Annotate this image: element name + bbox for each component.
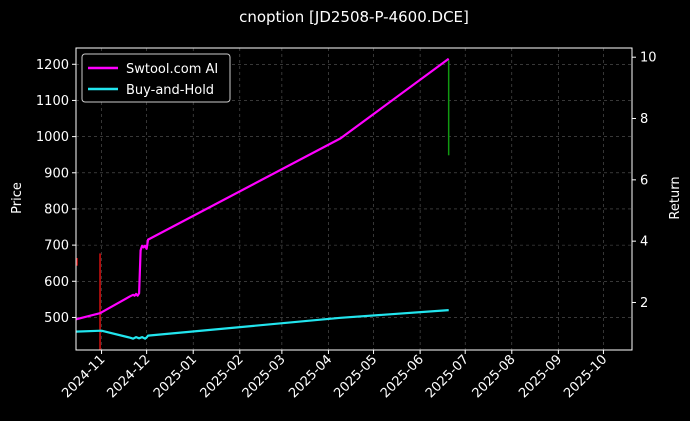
y-tick-label: 1100 [36,94,69,109]
y-tick-label: 1200 [36,58,69,73]
y-tick-label: 900 [44,166,69,181]
legend-box [81,53,231,103]
legend: Swtool.com AI Buy-and-Hold [81,53,231,103]
y-axis-left-ticks: 500 600 700 800 900 1000 1100 1200 [36,58,76,326]
y-tick-label: 600 [44,275,69,290]
legend-label-buy-and-hold: Buy-and-Hold [126,83,214,98]
y-tick-label: 700 [44,239,69,254]
chart-title: cnoption [JD2508-P-4600.DCE] [239,8,469,26]
y-tick-label: 500 [44,311,69,326]
y-axis-right-label: Return [668,176,683,219]
y-tick-label: 800 [44,202,69,217]
y2-tick-label: 6 [640,173,648,188]
y2-tick-label: 2 [640,296,648,311]
series-lines [75,57,450,340]
y-tick-label: 1000 [36,130,69,145]
grid-lines [76,48,632,350]
y-axis-left-label: Price [10,182,25,214]
y2-tick-label: 8 [640,112,648,127]
y-axis-right-ticks: 2 4 6 8 10 [632,51,657,311]
signal-bars [76,60,450,350]
y2-tick-label: 10 [640,51,657,66]
series-line-swtool [75,57,450,321]
legend-label-swtool: Swtool.com AI [126,62,218,77]
plot-frame [75,47,633,351]
series-line-buy-and-hold [75,309,449,340]
y2-tick-label: 4 [640,235,648,250]
